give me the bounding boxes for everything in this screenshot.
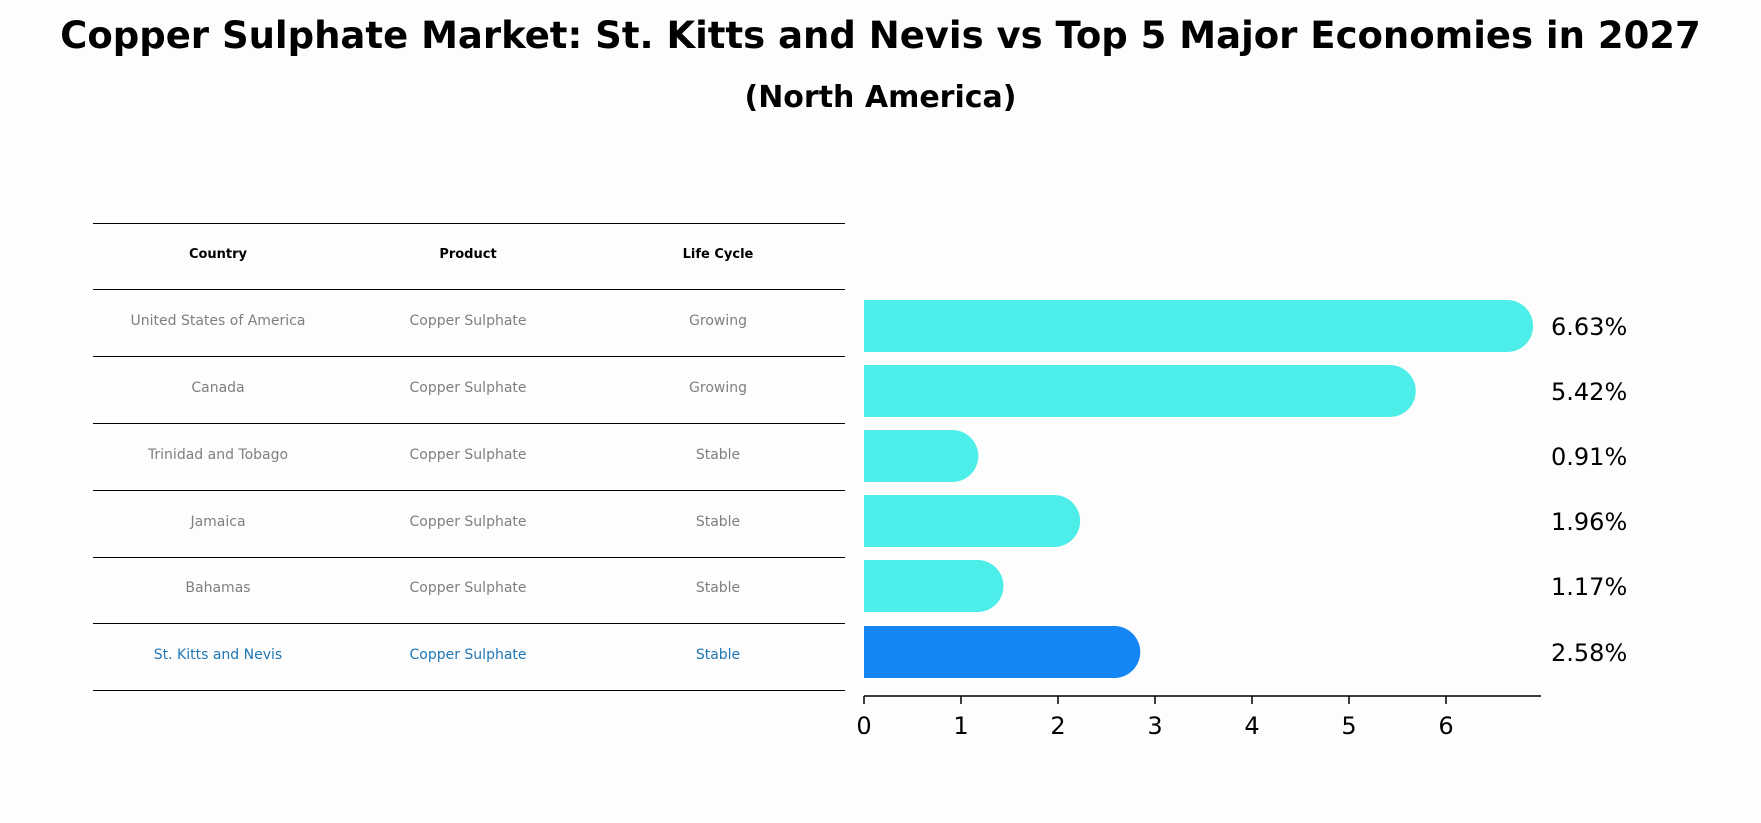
table-rule-top [93, 223, 845, 224]
row-country: Jamaica [190, 514, 246, 530]
table-rule [93, 423, 845, 424]
value-label: 1.17% [1551, 573, 1627, 601]
bar-united-states-of-america [864, 300, 1534, 352]
chart-title: Copper Sulphate Market: St. Kitts and Ne… [60, 14, 1701, 57]
row-life-cycle: Growing [689, 380, 747, 396]
header-product: Product [439, 247, 497, 262]
header-country: Country [188, 247, 248, 262]
bar-jamaica [864, 495, 1081, 547]
value-label: 1.96% [1551, 508, 1627, 536]
bars-layer [864, 300, 1534, 678]
row-life-cycle-highlight: Stable [695, 647, 741, 663]
x-tick-label: 3 [1147, 712, 1162, 740]
x-tick-label: 5 [1341, 712, 1356, 740]
row-country: Canada [191, 380, 245, 396]
row-product: Copper Sulphate [409, 580, 527, 596]
row-country: Bahamas [185, 580, 251, 596]
x-axis-ticks: 0 1 2 3 4 5 6 [856, 696, 1454, 740]
row-life-cycle: Stable [695, 514, 741, 530]
bar-bahamas [864, 560, 1004, 612]
row-product: Copper Sulphate [409, 313, 527, 329]
row-life-cycle: Stable [695, 580, 741, 596]
row-country: United States of America [130, 313, 306, 329]
value-label: 5.42% [1551, 378, 1627, 406]
chart-subtitle: (North America) [744, 80, 1017, 115]
bar-canada [864, 365, 1416, 417]
bar-st-kitts-and-nevis [864, 626, 1141, 678]
table-rule [93, 356, 845, 357]
row-country-highlight: St. Kitts and Nevis [153, 647, 283, 663]
table-rule-bottom [93, 690, 845, 691]
row-product: Copper Sulphate [409, 447, 527, 463]
x-tick-label: 1 [953, 712, 968, 740]
row-country: Trinidad and Tobago [147, 447, 289, 463]
table-rule [93, 490, 845, 491]
row-product: Copper Sulphate [409, 380, 527, 396]
bar-trinidad-and-tobago [864, 430, 979, 482]
value-label: 0.91% [1551, 443, 1627, 471]
x-tick-label: 0 [856, 712, 871, 740]
x-tick-label: 6 [1438, 712, 1453, 740]
table-rule [93, 623, 845, 624]
value-labels-layer: 6.63% 5.42% 0.91% 1.96% 1.17% 2.58% [1551, 313, 1627, 667]
x-tick-label: 2 [1050, 712, 1065, 740]
header-life-cycle: Life Cycle [682, 247, 754, 262]
value-label: 2.58% [1551, 639, 1627, 667]
row-product: Copper Sulphate [409, 514, 527, 530]
value-label: 6.63% [1551, 313, 1627, 341]
row-life-cycle: Stable [695, 447, 741, 463]
x-tick-label: 4 [1244, 712, 1259, 740]
row-life-cycle: Growing [689, 313, 747, 329]
row-product-highlight: Copper Sulphate [409, 647, 527, 663]
table-rule [93, 289, 845, 290]
table-rule [93, 557, 845, 558]
